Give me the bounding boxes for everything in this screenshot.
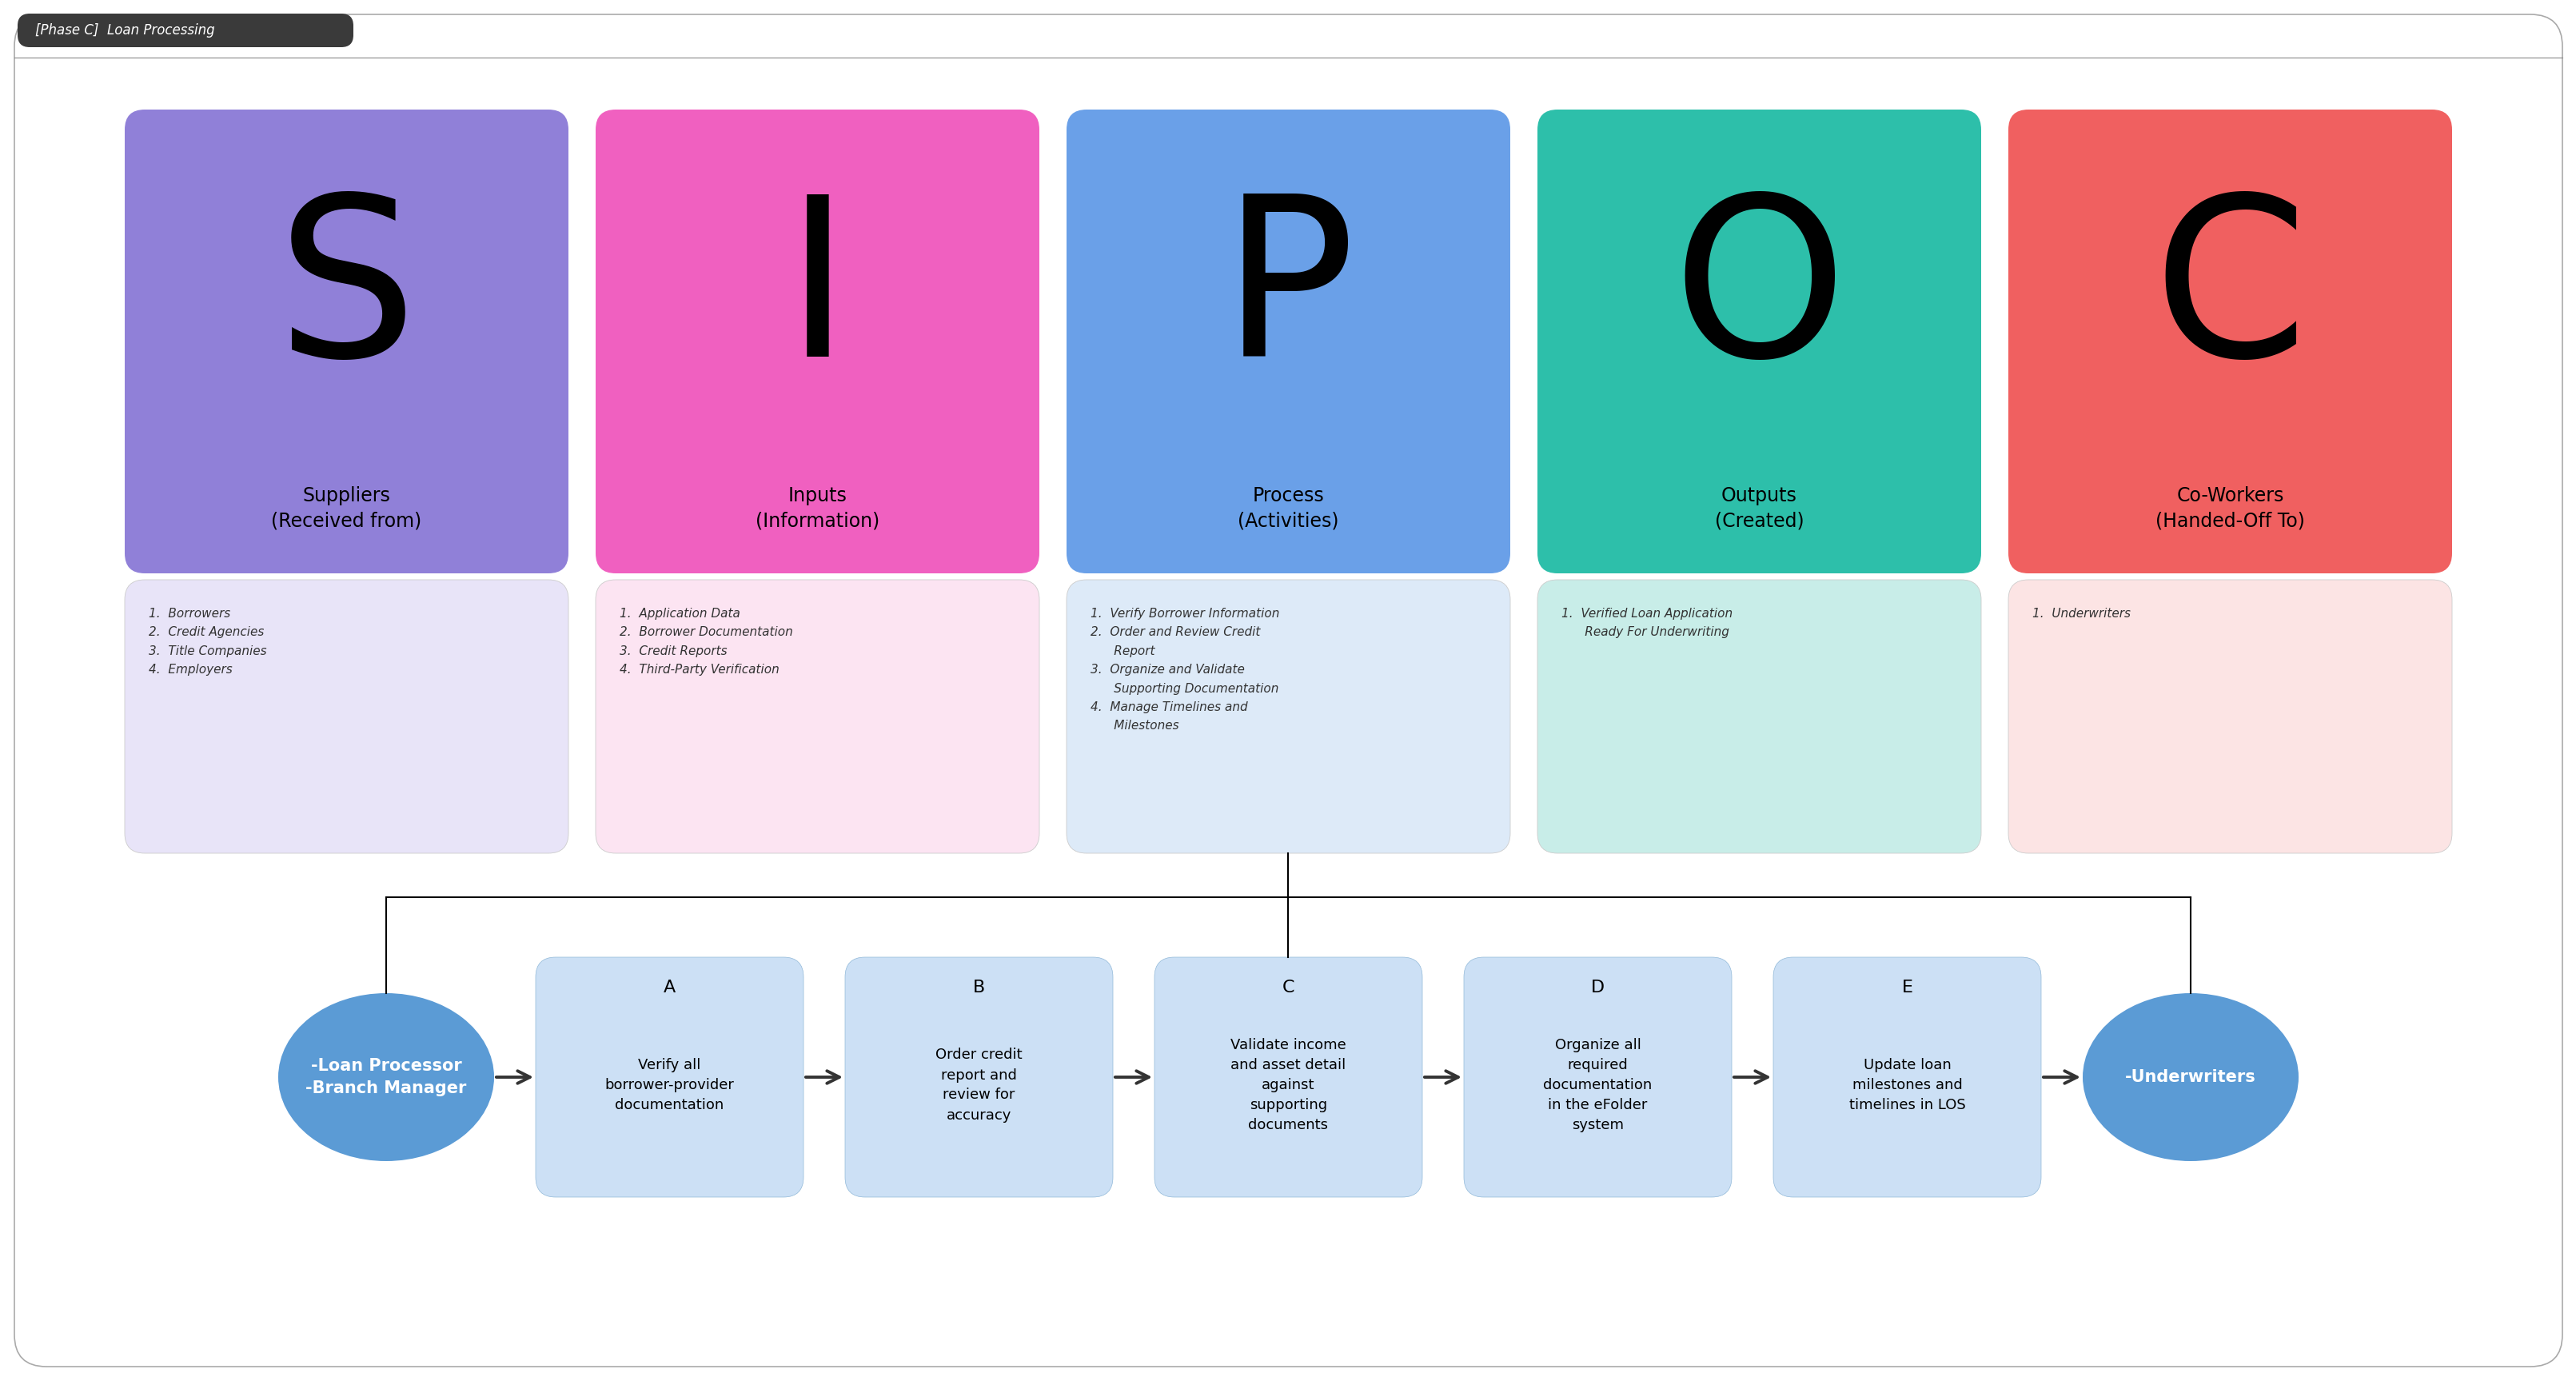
FancyBboxPatch shape	[1066, 580, 1510, 853]
FancyBboxPatch shape	[18, 14, 353, 47]
Ellipse shape	[2081, 993, 2298, 1161]
Text: B: B	[974, 979, 984, 996]
FancyBboxPatch shape	[595, 580, 1038, 853]
Text: Inputs
(Information): Inputs (Information)	[755, 486, 878, 530]
FancyBboxPatch shape	[15, 14, 2561, 1367]
Text: P: P	[1221, 186, 1355, 403]
FancyBboxPatch shape	[2007, 580, 2452, 853]
Text: 1.  Underwriters: 1. Underwriters	[2032, 608, 2130, 620]
Text: Order credit
report and
review for
accuracy: Order credit report and review for accur…	[935, 1048, 1023, 1123]
Text: 1.  Verified Loan Application
      Ready For Underwriting: 1. Verified Loan Application Ready For U…	[1561, 608, 1731, 638]
Text: 1.  Application Data
2.  Borrower Documentation
3.  Credit Reports
4.  Third-Par: 1. Application Data 2. Borrower Document…	[618, 608, 793, 675]
Text: C: C	[2151, 186, 2308, 403]
Text: Update loan
milestones and
timelines in LOS: Update loan milestones and timelines in …	[1850, 1058, 1965, 1112]
FancyBboxPatch shape	[1772, 957, 2040, 1197]
Text: Validate income
and asset detail
against
supporting
documents: Validate income and asset detail against…	[1231, 1039, 1345, 1132]
Text: D: D	[1589, 979, 1605, 996]
Text: E: E	[1901, 979, 1911, 996]
FancyBboxPatch shape	[1066, 109, 1510, 573]
FancyBboxPatch shape	[536, 957, 804, 1197]
FancyBboxPatch shape	[845, 957, 1113, 1197]
Text: Process
(Activities): Process (Activities)	[1236, 486, 1340, 530]
Text: Co-Workers
(Handed-Off To): Co-Workers (Handed-Off To)	[2156, 486, 2303, 530]
Text: Suppliers
(Received from): Suppliers (Received from)	[270, 486, 422, 530]
Text: Organize all
required
documentation
in the eFolder
system: Organize all required documentation in t…	[1543, 1039, 1651, 1132]
Text: -Loan Processor
-Branch Manager: -Loan Processor -Branch Manager	[307, 1058, 466, 1097]
Text: O: O	[1672, 186, 1847, 403]
Text: I: I	[786, 186, 850, 403]
Text: A: A	[662, 979, 675, 996]
FancyBboxPatch shape	[595, 109, 1038, 573]
FancyBboxPatch shape	[124, 580, 569, 853]
Text: C: C	[1283, 979, 1293, 996]
Text: 1.  Borrowers
2.  Credit Agencies
3.  Title Companies
4.  Employers: 1. Borrowers 2. Credit Agencies 3. Title…	[149, 608, 268, 675]
Text: 1.  Verify Borrower Information
2.  Order and Review Credit
      Report
3.  Org: 1. Verify Borrower Information 2. Order …	[1090, 608, 1280, 732]
Ellipse shape	[278, 993, 495, 1161]
FancyBboxPatch shape	[1538, 109, 1981, 573]
FancyBboxPatch shape	[2007, 109, 2452, 573]
FancyBboxPatch shape	[1538, 580, 1981, 853]
FancyBboxPatch shape	[124, 109, 569, 573]
Text: -Underwriters: -Underwriters	[2125, 1069, 2257, 1085]
FancyBboxPatch shape	[1154, 957, 1422, 1197]
Text: [Phase C]  Loan Processing: [Phase C] Loan Processing	[36, 23, 214, 37]
Text: Outputs
(Created): Outputs (Created)	[1713, 486, 1803, 530]
Text: Verify all
borrower-provider
documentation: Verify all borrower-provider documentati…	[605, 1058, 734, 1112]
Text: S: S	[276, 186, 417, 403]
FancyBboxPatch shape	[1463, 957, 1731, 1197]
